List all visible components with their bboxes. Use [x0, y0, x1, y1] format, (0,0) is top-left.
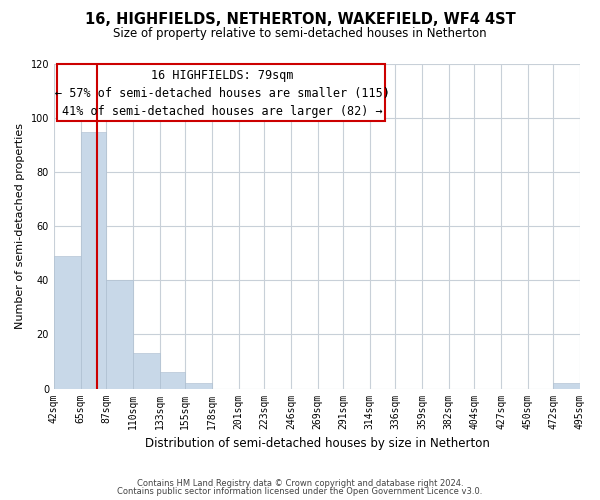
- Bar: [185, 383, 212, 388]
- Text: 16, HIGHFIELDS, NETHERTON, WAKEFIELD, WF4 4ST: 16, HIGHFIELDS, NETHERTON, WAKEFIELD, WF…: [85, 12, 515, 28]
- Y-axis label: Number of semi-detached properties: Number of semi-detached properties: [15, 124, 25, 330]
- Text: Contains HM Land Registry data © Crown copyright and database right 2024.: Contains HM Land Registry data © Crown c…: [137, 478, 463, 488]
- Bar: [106, 280, 133, 388]
- Text: 16 HIGHFIELDS: 79sqm: 16 HIGHFIELDS: 79sqm: [151, 69, 293, 82]
- Bar: [133, 354, 160, 388]
- FancyBboxPatch shape: [56, 64, 385, 121]
- Bar: [553, 383, 580, 388]
- Text: Size of property relative to semi-detached houses in Netherton: Size of property relative to semi-detach…: [113, 28, 487, 40]
- Text: Contains public sector information licensed under the Open Government Licence v3: Contains public sector information licen…: [118, 487, 482, 496]
- Text: 41% of semi-detached houses are larger (82) →: 41% of semi-detached houses are larger (…: [62, 104, 383, 118]
- X-axis label: Distribution of semi-detached houses by size in Netherton: Distribution of semi-detached houses by …: [145, 437, 490, 450]
- Bar: [54, 256, 80, 388]
- Text: 41% of semi-detached houses are larger (82) →: 41% of semi-detached houses are larger (…: [62, 104, 383, 118]
- Bar: [80, 132, 106, 388]
- Text: ← 57% of semi-detached houses are smaller (115): ← 57% of semi-detached houses are smalle…: [55, 86, 390, 100]
- Bar: [160, 372, 185, 388]
- Text: ← 57% of semi-detached houses are smaller (115): ← 57% of semi-detached houses are smalle…: [55, 86, 390, 100]
- Text: 16 HIGHFIELDS: 79sqm: 16 HIGHFIELDS: 79sqm: [151, 69, 293, 82]
